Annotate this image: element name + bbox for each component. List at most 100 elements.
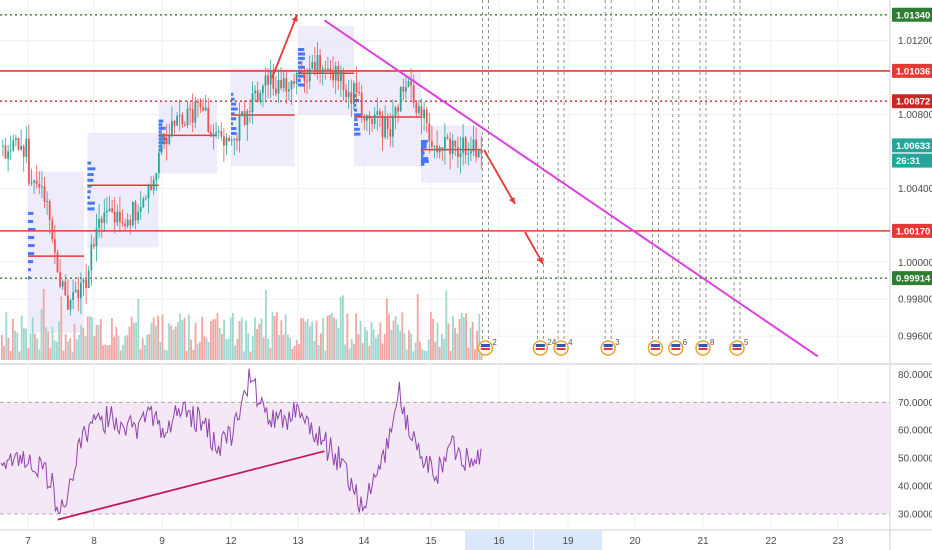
volume-bar (196, 344, 199, 360)
profile-bar (298, 52, 306, 56)
volume-bar (201, 316, 203, 360)
rsi-tick-label: 60.0000 (898, 426, 932, 437)
event-flag-stripe (535, 344, 545, 347)
volume-bar (326, 315, 329, 360)
profile-bar (231, 107, 238, 111)
volume-bar (256, 329, 258, 360)
y-tick-label: 1.01200 (898, 36, 932, 47)
candle-body (384, 116, 386, 138)
candle-body (22, 146, 25, 157)
volume-bar (392, 320, 395, 360)
profile-bar (354, 132, 361, 136)
volume-bar (214, 319, 217, 360)
price-tag-label: 1.01340 (896, 10, 930, 21)
x-tick-label: 7 (25, 536, 31, 547)
profile-bar (28, 228, 36, 232)
volume-bar (58, 321, 60, 360)
event-count-label: 5 (744, 338, 749, 347)
volume-bar (238, 321, 241, 360)
volume-bar (271, 312, 274, 360)
rsi-tick-label: 50.0000 (898, 454, 932, 465)
candle-body (56, 252, 59, 273)
volume-bar (223, 319, 225, 360)
candle-body (9, 150, 12, 152)
candle-body (7, 151, 9, 159)
volume-bar (218, 327, 221, 360)
event-flag-stripe (698, 344, 708, 347)
event-flag-stripe (732, 344, 742, 347)
down-arrow (483, 149, 516, 205)
volume-bar (337, 328, 340, 360)
volume-bar (181, 319, 184, 360)
profile-bar (420, 162, 425, 166)
volume-bar (366, 330, 368, 360)
volume-bar (106, 345, 109, 360)
candle-body (394, 107, 397, 116)
candle-body (113, 211, 116, 223)
volume-bar (7, 337, 10, 360)
volume-bar (80, 325, 82, 360)
volume-bar (425, 350, 428, 360)
event-count-label: 24 (547, 338, 556, 347)
volume-bar (119, 350, 122, 360)
profile-bar (28, 236, 35, 240)
candle-body (449, 138, 451, 154)
candle-body (106, 210, 108, 213)
candle-body (425, 109, 428, 124)
candle-body (147, 186, 150, 198)
rsi-pane[interactable] (0, 368, 890, 521)
volume-bar (1, 335, 3, 360)
volume-bar (293, 346, 296, 360)
candle-body (316, 55, 319, 71)
x-tick-label: 19 (562, 536, 574, 547)
session-box (28, 171, 85, 333)
candle-body (12, 139, 15, 151)
volume-bar (368, 346, 371, 360)
candle-body (124, 223, 126, 227)
candle-body (295, 72, 298, 84)
candle-body (199, 102, 202, 108)
candle-body (25, 138, 28, 157)
profile-bar (28, 244, 35, 248)
volume-bars (1, 289, 483, 360)
candle-body (108, 208, 111, 211)
candle-body (238, 114, 241, 141)
volume-bar (346, 313, 349, 360)
candle-body (246, 111, 249, 125)
volume-bar (75, 339, 78, 360)
event-flag-stripe (556, 348, 566, 350)
event-count-label: 8 (710, 338, 715, 347)
volume-bar (232, 312, 234, 360)
volume-bar (357, 334, 360, 360)
profile-bar (158, 123, 163, 127)
volume-bar (300, 317, 302, 360)
volume-bar (333, 317, 335, 360)
candle-body (155, 173, 158, 180)
volume-bar (339, 296, 342, 360)
price-tag-label: 1.00872 (896, 97, 930, 108)
volume-bar (104, 344, 107, 360)
volume-bar (364, 327, 366, 360)
volume-bar (141, 338, 144, 360)
volume-bar (229, 317, 232, 360)
volume-bar (344, 344, 346, 360)
volume-bar (427, 339, 430, 360)
volume-bar (91, 317, 93, 360)
volume-bar (298, 344, 300, 360)
candle-body (420, 106, 423, 119)
candle-body (470, 151, 472, 154)
volume-bar (443, 338, 445, 360)
price-tag: 0.99914 (892, 271, 932, 286)
candle-body (2, 145, 4, 147)
volume-bar (463, 317, 465, 360)
down-arrow-head (509, 197, 515, 204)
candle-body (277, 79, 280, 94)
volume-bar (170, 325, 173, 360)
profile-bar (354, 94, 357, 98)
volume-bar (471, 321, 474, 360)
candle-body (119, 211, 121, 222)
profile-bar (158, 130, 161, 134)
candle-body (90, 244, 93, 271)
